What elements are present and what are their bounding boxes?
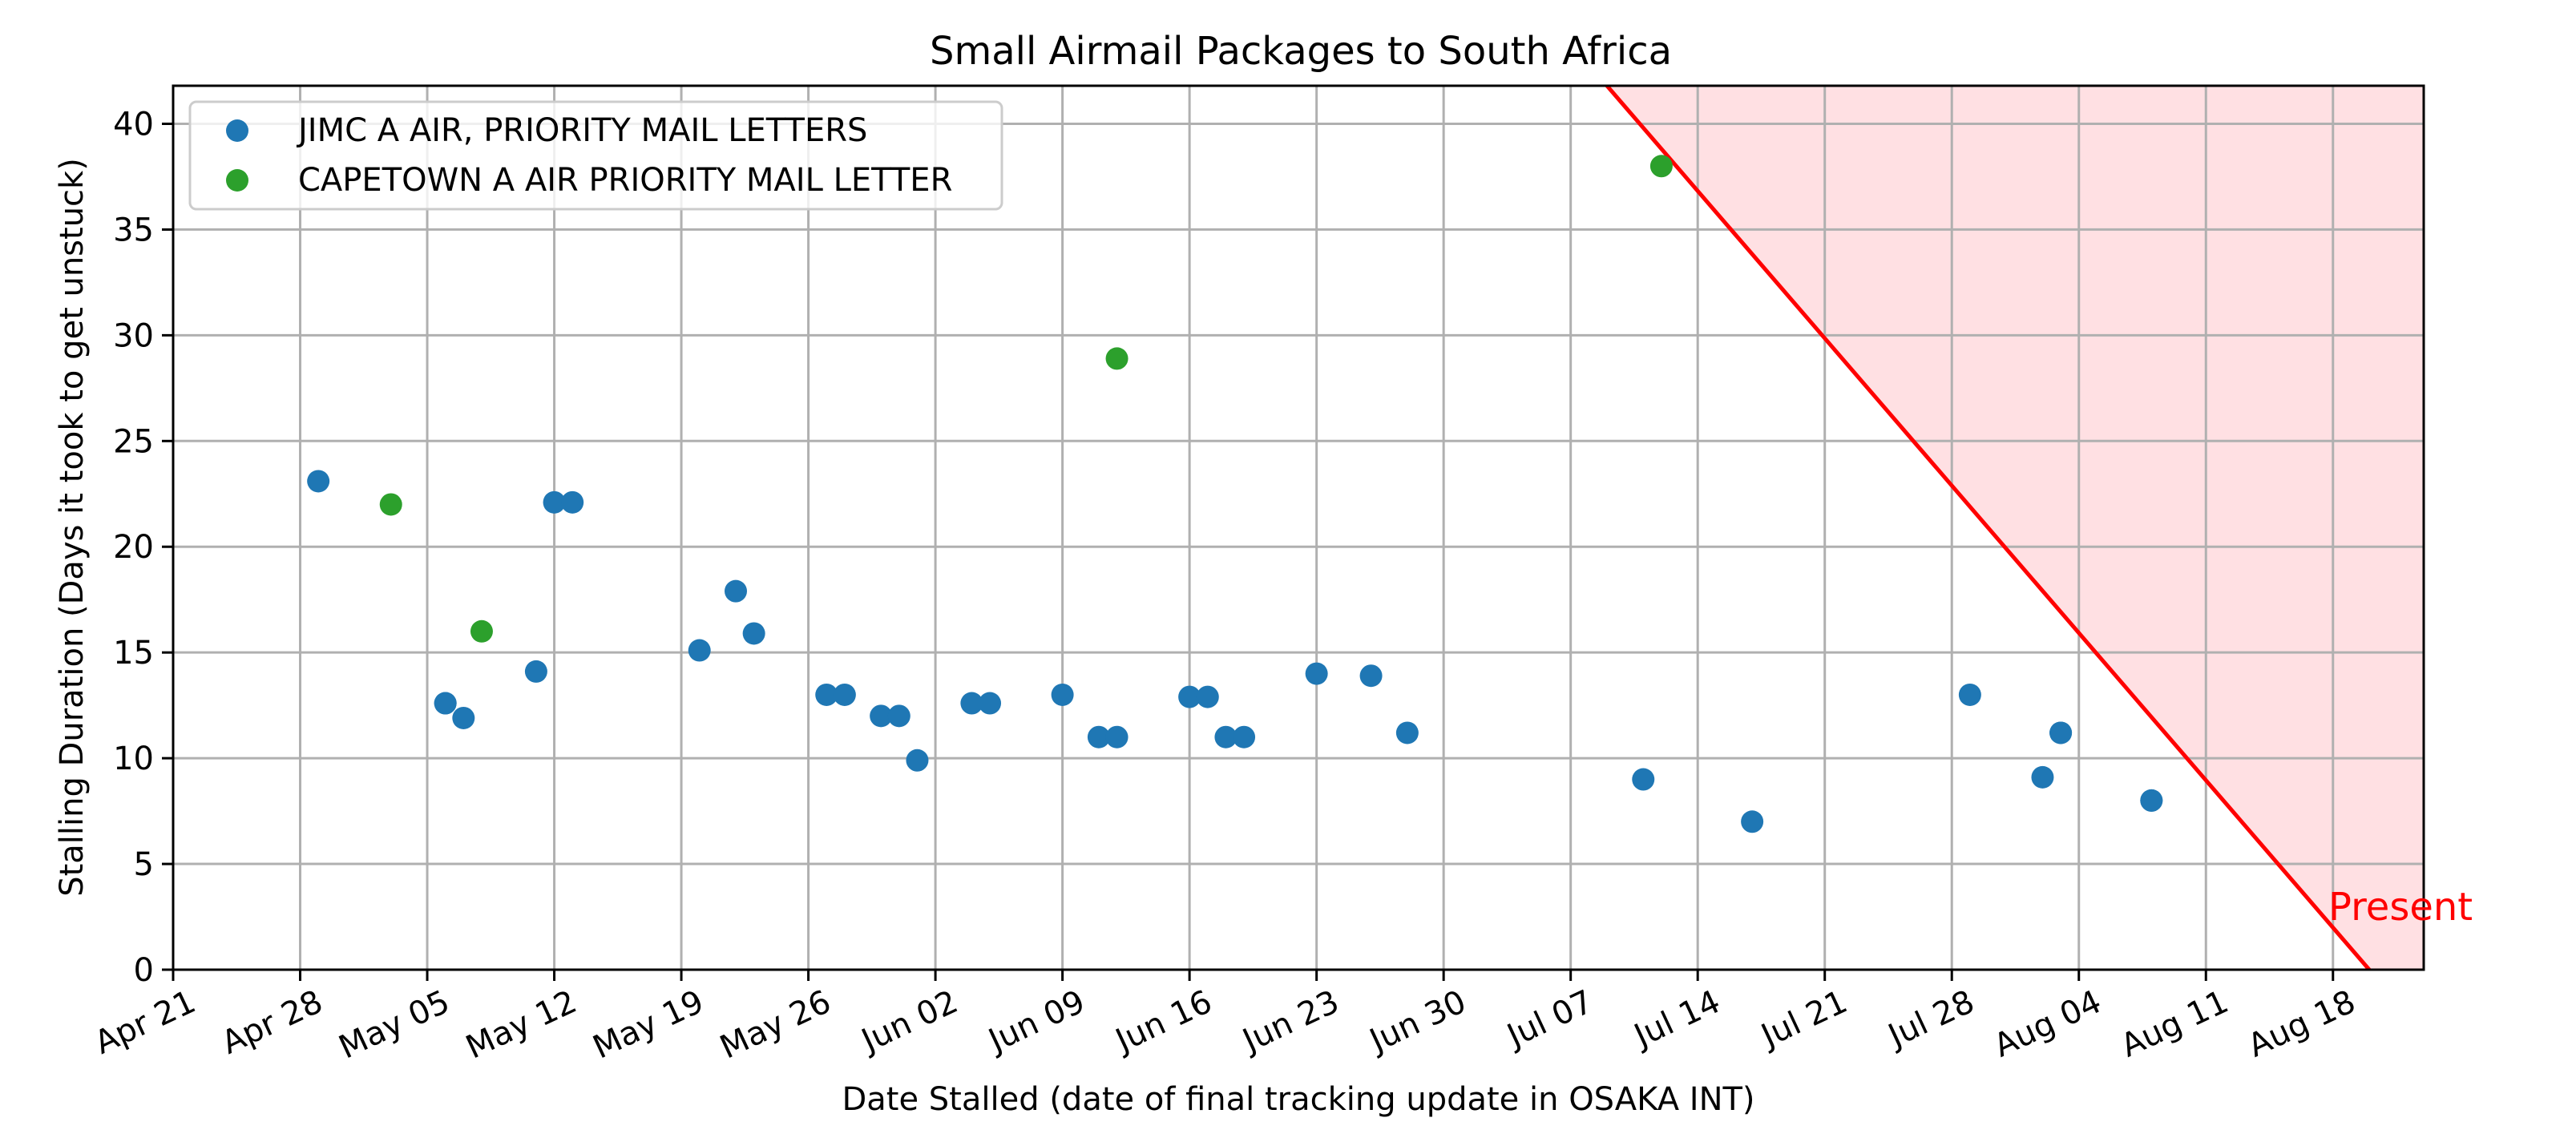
jimc-data-point (1305, 662, 1328, 685)
x-tick-label: Jun 09 (981, 983, 1090, 1060)
y-tick-label: 20 (113, 529, 154, 566)
y-tick-label: 10 (113, 740, 154, 777)
y-tick-label: 35 (113, 212, 154, 248)
jimc-data-point (887, 704, 910, 728)
legend: JIMC A AIR, PRIORITY MAIL LETTERS CAPETO… (188, 100, 1003, 211)
present-line-group (1604, 86, 2371, 970)
jimc-data-point (2049, 721, 2073, 744)
plot-frame (172, 84, 2425, 971)
x-axis-ticks: Apr 21 Apr 28 May 05 May 12 May 19 May 26 Jun … (89, 970, 2361, 1067)
present-line (1604, 86, 2371, 970)
y-tick-label: 0 (134, 952, 154, 989)
jimc-data-point (307, 470, 330, 493)
jimc-data-point (1105, 725, 1129, 749)
present-shaded-area (1606, 86, 2424, 970)
x-tick-label: Jun 02 (854, 983, 963, 1060)
jimc-data-point (524, 660, 547, 683)
jimc-data-point (1087, 725, 1110, 749)
x-tick-label: May 19 (587, 983, 709, 1067)
jimc-data-point (434, 692, 457, 715)
y-tick-label: 30 (113, 317, 154, 354)
jimc-data-point (1741, 810, 1764, 833)
jimc-data-point (1196, 685, 1219, 708)
jimc-data-point (815, 683, 838, 706)
x-tick-label: Aug 18 (2243, 983, 2361, 1065)
capetown-data-point (1649, 155, 1673, 178)
data-points (307, 155, 2163, 833)
y-tick-label: 5 (134, 846, 154, 883)
capetown-data-point (470, 619, 493, 643)
y-tick-label: 40 (113, 106, 154, 143)
x-tick-label: Jul 14 (1627, 983, 1726, 1055)
x-tick-label: Jul 07 (1500, 983, 1599, 1055)
present-label: Present (2328, 885, 2473, 930)
jimc-data-point (870, 704, 893, 728)
legend-box (188, 100, 1003, 211)
jimc-data-point (1233, 725, 1256, 749)
jimc-data-point (1958, 683, 1981, 706)
jimc-data-point (1632, 768, 1655, 791)
jimc-data-point (1395, 721, 1419, 744)
x-axis-label: Date Stalled (date of final tracking upd… (842, 1081, 1754, 1118)
y-tick-label: 15 (113, 635, 154, 672)
legend-label-jimc: JIMC A AIR, PRIORITY MAIL LETTERS (296, 112, 867, 149)
jimc-data-point (1214, 725, 1238, 749)
x-tick-label: Apr 21 (89, 983, 201, 1062)
jimc-data-point (1051, 683, 1074, 706)
present-region (1606, 86, 2424, 970)
y-axis-ticks: 0 5 10 15 20 25 30 35 40 (113, 106, 173, 989)
legend-marker-capetown (226, 169, 248, 192)
jimc-data-point (960, 692, 983, 715)
y-tick-label: 25 (113, 423, 154, 460)
x-tick-label: Jul 28 (1881, 983, 1980, 1055)
jimc-data-point (543, 490, 566, 514)
x-tick-label: Aug 04 (1989, 983, 2107, 1065)
jimc-data-point (979, 692, 1002, 715)
jimc-data-point (742, 622, 765, 645)
x-tick-label: Jul 21 (1754, 983, 1853, 1055)
x-tick-label: Jun 16 (1108, 983, 1217, 1060)
jimc-data-point (833, 683, 856, 706)
jimc-data-point (452, 706, 475, 729)
x-tick-label: Jun 30 (1363, 983, 1472, 1060)
capetown-data-point (1105, 347, 1129, 370)
x-tick-label: May 05 (333, 983, 455, 1067)
jimc-data-point (1359, 664, 1383, 688)
x-tick-label: May 12 (461, 983, 583, 1067)
jimc-data-point (688, 639, 711, 662)
x-tick-label: Jun 23 (1235, 983, 1344, 1060)
legend-label-capetown: CAPETOWN A AIR PRIORITY MAIL LETTER (298, 162, 952, 199)
jimc-data-point (1178, 685, 1201, 708)
x-tick-label: Aug 11 (2115, 983, 2234, 1065)
y-axis-label: Stalling Duration (Days it took to get u… (54, 158, 91, 897)
x-tick-label: May 26 (715, 983, 837, 1067)
legend-marker-jimc (226, 119, 248, 142)
x-tick-label: Apr 28 (216, 983, 329, 1062)
jimc-data-point (906, 749, 929, 772)
jimc-data-point (725, 579, 747, 603)
chart-title: Small Airmail Packages to South Africa (930, 29, 1672, 74)
jimc-data-point (2140, 789, 2163, 812)
capetown-data-point (379, 493, 402, 516)
jimc-data-point (2031, 765, 2054, 789)
jimc-data-point (561, 490, 584, 514)
